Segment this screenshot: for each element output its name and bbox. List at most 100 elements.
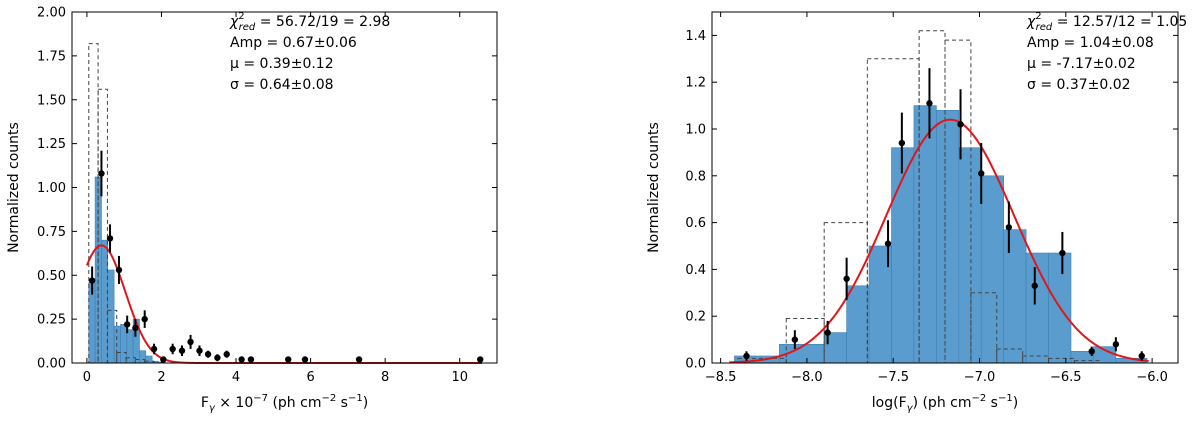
- data-point: [957, 121, 964, 128]
- chi-subscript: red: [239, 22, 256, 33]
- y-tick-label: 1.0: [685, 123, 706, 138]
- data-point: [150, 345, 158, 353]
- y-tick-label: 0.4: [685, 263, 706, 278]
- sigma-annotation: σ = 0.37±0.02: [1027, 77, 1131, 93]
- gaussian-fit-line: [729, 118, 1149, 364]
- y-tick-label: 0.6: [685, 216, 706, 231]
- data-point: [1005, 224, 1013, 231]
- y-tick-label: 1.2: [685, 76, 706, 91]
- y-tick-label: 1.75: [37, 49, 66, 64]
- chi-superscript: 2: [238, 11, 244, 22]
- data-point: [247, 356, 255, 363]
- histogram-bar: [913, 105, 937, 364]
- mu-annotation: μ = -7.17±0.02: [1027, 56, 1136, 72]
- axes-frame: [711, 11, 1179, 364]
- data-point: [196, 347, 203, 354]
- x-tick-label: −7.5: [877, 370, 909, 385]
- data-point: [477, 356, 484, 363]
- x-label-main: log(F: [872, 395, 907, 411]
- x-label-subscript: γ: [907, 403, 914, 414]
- x-label-exponent: −7: [253, 393, 268, 404]
- left-histogram-panel: 0 2 4 6 8 10 0.00 0.25 0.50 0.75 1.00 1.25 1.50 1.75 2…: [6, 6, 498, 414]
- mu-annotation: μ = 0.39±0.12: [230, 56, 334, 72]
- y-tick-label: 1.25: [37, 137, 66, 152]
- data-point: [238, 356, 245, 363]
- y-axis-label: Normalized counts: [646, 122, 662, 253]
- data-point: [88, 277, 96, 284]
- x-label-exponent: −2: [971, 393, 986, 404]
- data-point: [123, 321, 131, 328]
- histogram-bar: [107, 269, 115, 364]
- data-point: [898, 139, 906, 147]
- chi-symbol: χ: [229, 14, 239, 30]
- x-tick-label: −8.5: [705, 370, 737, 385]
- y-tick-label: 0.00: [37, 357, 66, 372]
- chi-value: = 12.57/12 = 1.05: [1052, 14, 1187, 30]
- x-label-tail: ): [1013, 395, 1018, 411]
- y-tick-label: 1.50: [37, 93, 66, 108]
- x-label-mid: × 10: [215, 395, 253, 411]
- chi-superscript: 2: [1035, 11, 1041, 22]
- data-point: [115, 266, 123, 274]
- x-label-tail: s: [336, 395, 348, 411]
- x-axis-label: log(Fγ) (ph cm−2 s−1): [872, 393, 1018, 414]
- gaussian-fit-line: [85, 244, 483, 364]
- sigma-annotation: σ = 0.64±0.08: [230, 77, 334, 93]
- data-point: [141, 315, 148, 323]
- data-point: [301, 356, 309, 363]
- histogram-bar: [145, 355, 153, 364]
- chi-subscript: red: [1036, 22, 1053, 33]
- x-tick-label: −8.0: [791, 370, 823, 385]
- y-axis-label: Normalized counts: [6, 122, 22, 253]
- data-point: [132, 324, 139, 332]
- data-point: [223, 351, 230, 358]
- data-point: [98, 170, 105, 177]
- x-label-tail: ): [363, 395, 368, 411]
- data-point: [285, 356, 292, 363]
- y-tick-label: 0.0: [685, 357, 706, 372]
- data-point: [178, 347, 186, 354]
- histogram-bar: [1003, 229, 1027, 364]
- x-tick-label: 6: [306, 370, 314, 385]
- chi-square-annotation: χ2 red = 12.57/12 = 1.05: [1026, 11, 1187, 33]
- data-point: [187, 338, 194, 346]
- x-label-subscript: γ: [209, 403, 216, 414]
- x-tick-label: 0: [83, 370, 91, 385]
- y-tick-label: 1.4: [685, 29, 706, 44]
- data-point: [884, 240, 892, 247]
- dashed-histogram-bar: [970, 292, 998, 364]
- data-point: [926, 100, 933, 107]
- data-point: [214, 354, 221, 361]
- y-tick-label: 0.75: [37, 225, 66, 240]
- x-label-tail: (ph cm: [268, 395, 321, 411]
- dashed-histogram-bar: [88, 43, 99, 364]
- data-point: [204, 351, 212, 358]
- data-point: [791, 336, 799, 343]
- histogram-bar: [1025, 252, 1049, 364]
- x-label-mid: ) (ph cm: [913, 395, 972, 411]
- y-tick-label: 0.50: [37, 269, 66, 284]
- data-point: [978, 170, 985, 177]
- histogram-bar: [980, 175, 1004, 364]
- amp-annotation: Amp = 0.67±0.06: [230, 35, 357, 51]
- chi-square-annotation: χ2 red = 56.72/19 = 2.98: [229, 11, 390, 33]
- x-tick-label: −6.5: [1050, 370, 1082, 385]
- x-tick-label: −7.0: [964, 370, 996, 385]
- chi-symbol: χ: [1026, 14, 1036, 30]
- data-point: [843, 275, 850, 282]
- histogram-bar: [101, 239, 109, 364]
- data-point: [355, 356, 363, 363]
- y-tick-label: 0.25: [37, 313, 66, 328]
- x-tick-label: 4: [232, 370, 240, 385]
- right-histogram-panel: −8.5 −8.0 −7.5 −7.0 −6.5 −6.0 0.0 0.2 0.4 0.6 0.8 1…: [646, 11, 1187, 414]
- histogram-bar: [846, 285, 870, 364]
- x-tick-label: −6.0: [1136, 370, 1168, 385]
- y-tick-label: 1.00: [37, 181, 66, 196]
- data-point: [1088, 348, 1095, 355]
- data-point: [106, 235, 114, 242]
- x-label-exponent: −1: [998, 393, 1013, 404]
- histogram-bar: [958, 147, 982, 364]
- data-point: [743, 352, 750, 360]
- data-point: [1112, 341, 1120, 348]
